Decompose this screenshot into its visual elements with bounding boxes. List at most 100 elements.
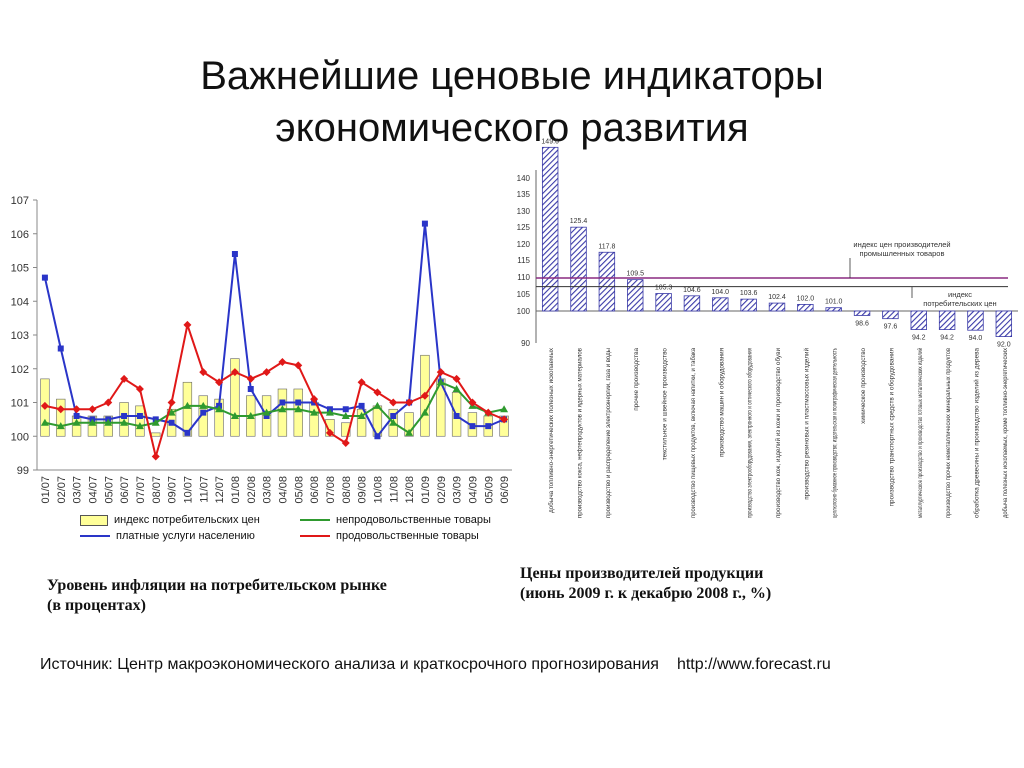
point-paid (121, 413, 128, 419)
category-label: производство кокса, нефтепродуктов и яде… (577, 348, 584, 518)
caption-right-line1: Цены производителей продукции (520, 565, 764, 582)
bar-value-label: 105.3 (655, 285, 673, 292)
point-paid (168, 419, 175, 426)
x-tick-label: 10/08 (372, 476, 384, 504)
bar-value-label: 103.6 (740, 290, 758, 297)
point-food (389, 398, 398, 407)
point-food (452, 374, 461, 383)
point-paid (136, 413, 143, 419)
source-link[interactable]: http://www.forecast.ru (676, 656, 831, 673)
point-food (88, 405, 97, 414)
y-tick-label: 110 (517, 273, 530, 282)
x-tick-label: 04/08 (277, 476, 289, 504)
point-paid (41, 274, 48, 281)
x-tick-label: 03/08 (262, 476, 274, 504)
point-paid (200, 409, 207, 416)
y-tick-label: 120 (517, 240, 531, 249)
bar-value-label: 104.6 (683, 287, 701, 294)
category-label: прочие производства (633, 348, 640, 411)
bar-value-label: 92.0 (997, 342, 1011, 349)
x-tick-label: 05/08 (293, 476, 305, 504)
x-tick-label: 04/07 (87, 476, 99, 504)
bar-value-label: 94.2 (912, 335, 926, 342)
point-nonfood (278, 405, 287, 413)
series-line-food (44, 321, 505, 461)
category-label: обработка древесины и производство издел… (972, 348, 980, 518)
producer-bar (683, 295, 701, 312)
point-nonfood (373, 401, 382, 409)
y-tick-label: 100 (11, 431, 29, 443)
x-tick-label: 11/08 (388, 476, 400, 503)
caption-right-line2: (июнь 2009 г. к декабрю 2008 г., %) (520, 585, 772, 602)
producer-bar (853, 310, 871, 316)
cpi-bar (230, 358, 240, 437)
point-nonfood (436, 378, 445, 386)
producer-bar (967, 310, 984, 331)
source-note: Источник: Центр макроэкономического анал… (40, 656, 831, 674)
y-tick-label: 115 (517, 256, 530, 265)
x-tick-label: 07/07 (135, 476, 147, 504)
producer-bar (938, 310, 956, 330)
point-paid (57, 345, 64, 352)
point-food (151, 452, 160, 461)
y-tick-label: 130 (517, 207, 531, 216)
page-title-line1: Важнейшие ценовые индикаторы (200, 54, 824, 98)
point-nonfood (167, 408, 176, 416)
point-nonfood (341, 412, 350, 419)
bar-value-label: 97.6 (884, 324, 898, 331)
legend-label-cpi: индекс потребительских цен (114, 514, 260, 526)
point-paid (485, 423, 492, 430)
point-paid (295, 399, 302, 406)
y-tick-label: 101 (11, 398, 29, 410)
point-paid (184, 429, 191, 436)
bar-value-label: 125.4 (570, 218, 588, 225)
y-tick-label: 135 (517, 190, 531, 199)
point-nonfood (405, 428, 414, 436)
point-paid (421, 220, 428, 227)
producer-bar (541, 146, 559, 312)
source-text: Источник: Центр макроэкономического анал… (40, 656, 659, 673)
category-label: добыча полезных ископаемых, кроме топлив… (1001, 347, 1009, 518)
producer-bar (825, 307, 842, 312)
point-nonfood (310, 408, 319, 416)
legend-swatch-food (300, 535, 330, 538)
category-label: производство пищевых продуктов, включая … (689, 348, 697, 518)
x-tick-label: 02/09 (436, 476, 448, 504)
x-tick-label: 06/08 (309, 476, 321, 504)
bar-value-label: 109.5 (626, 271, 644, 278)
point-nonfood (215, 405, 224, 413)
producer-bar (570, 226, 587, 312)
point-paid (469, 423, 476, 430)
producer-bar (995, 310, 1013, 338)
point-nonfood (262, 408, 271, 416)
point-nonfood (56, 422, 65, 430)
x-tick-label: 01/07 (40, 476, 52, 504)
point-food (373, 388, 382, 397)
point-nonfood (294, 405, 303, 413)
category-label: добыча топливно-энергетических полезных … (547, 347, 555, 513)
point-food (215, 378, 224, 387)
point-food (104, 398, 113, 407)
point-food (246, 374, 255, 383)
page-title-line2: экономического развития (275, 106, 749, 150)
y-tick-label: 102 (11, 364, 29, 376)
cpi-bar (293, 388, 303, 437)
producer-bar (712, 297, 729, 312)
cpi-bar (56, 398, 66, 437)
point-nonfood (452, 385, 461, 392)
category-label: металлургическое производство и производ… (916, 348, 924, 518)
legend-item-paid: платные услуги населению (80, 530, 255, 542)
x-tick-label: 01/09 (420, 476, 432, 504)
cpi-bar (277, 388, 288, 437)
category-label: производство и распределение электроэнер… (605, 348, 612, 518)
point-food (56, 405, 65, 414)
category-label: текстильное и швейное производство (661, 348, 669, 461)
x-tick-label: 09/07 (167, 476, 179, 504)
category-label: производство транспортных средств и обор… (887, 348, 895, 507)
y-tick-label: 90 (521, 339, 530, 348)
legend-swatch-paid (80, 535, 110, 538)
point-paid (342, 406, 349, 413)
bar-value-label: 101.0 (825, 299, 843, 306)
x-tick-label: 12/07 (214, 476, 226, 504)
category-label: химическое производство (860, 348, 867, 424)
